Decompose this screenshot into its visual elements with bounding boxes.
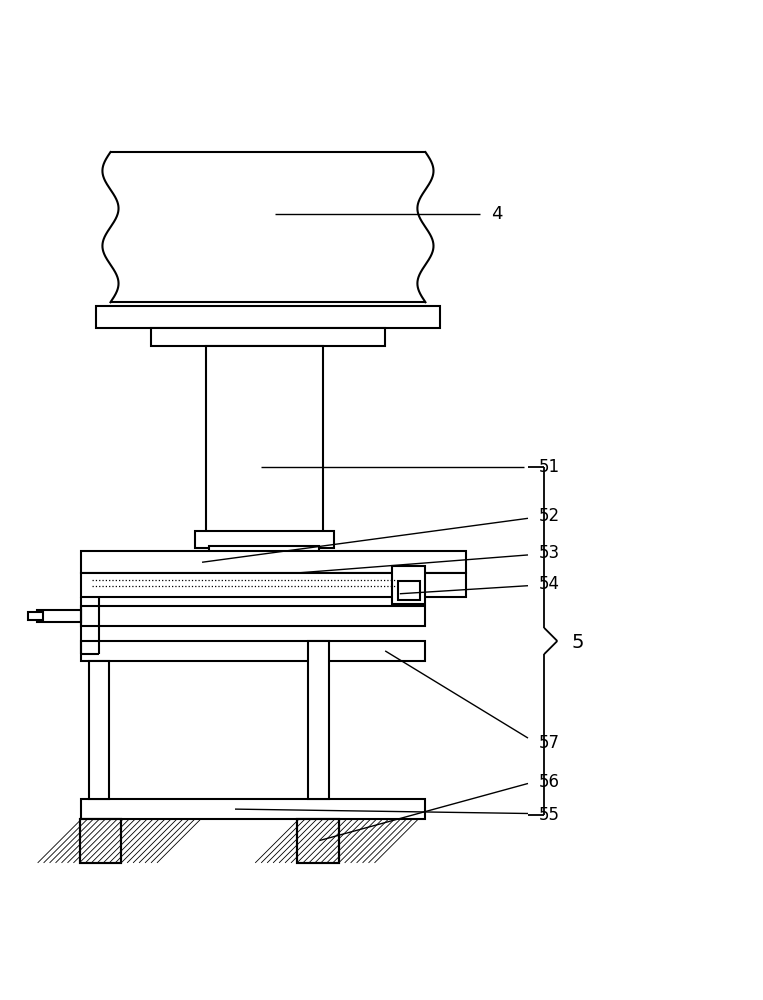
- Bar: [195, 531, 334, 548]
- Text: 52: 52: [539, 507, 560, 525]
- Bar: [308, 641, 329, 799]
- Bar: [81, 606, 426, 626]
- Text: 57: 57: [539, 734, 560, 752]
- Bar: [392, 566, 426, 604]
- Text: 55: 55: [539, 806, 560, 824]
- Bar: [81, 641, 426, 661]
- Bar: [37, 610, 81, 622]
- Bar: [79, 819, 121, 863]
- Text: 53: 53: [539, 544, 560, 562]
- Text: 5: 5: [572, 633, 584, 652]
- Bar: [79, 819, 121, 863]
- Text: 56: 56: [539, 773, 560, 791]
- Text: 4: 4: [491, 205, 503, 223]
- Bar: [89, 661, 109, 799]
- Bar: [398, 581, 420, 600]
- Text: 51: 51: [539, 458, 560, 476]
- Bar: [209, 546, 319, 555]
- Text: 54: 54: [539, 575, 560, 593]
- Bar: [151, 328, 385, 346]
- Bar: [81, 551, 465, 573]
- Bar: [81, 573, 465, 597]
- Bar: [298, 819, 339, 863]
- Bar: [298, 819, 339, 863]
- Bar: [96, 306, 440, 328]
- Bar: [28, 612, 43, 620]
- Bar: [81, 799, 426, 819]
- Bar: [206, 346, 323, 533]
